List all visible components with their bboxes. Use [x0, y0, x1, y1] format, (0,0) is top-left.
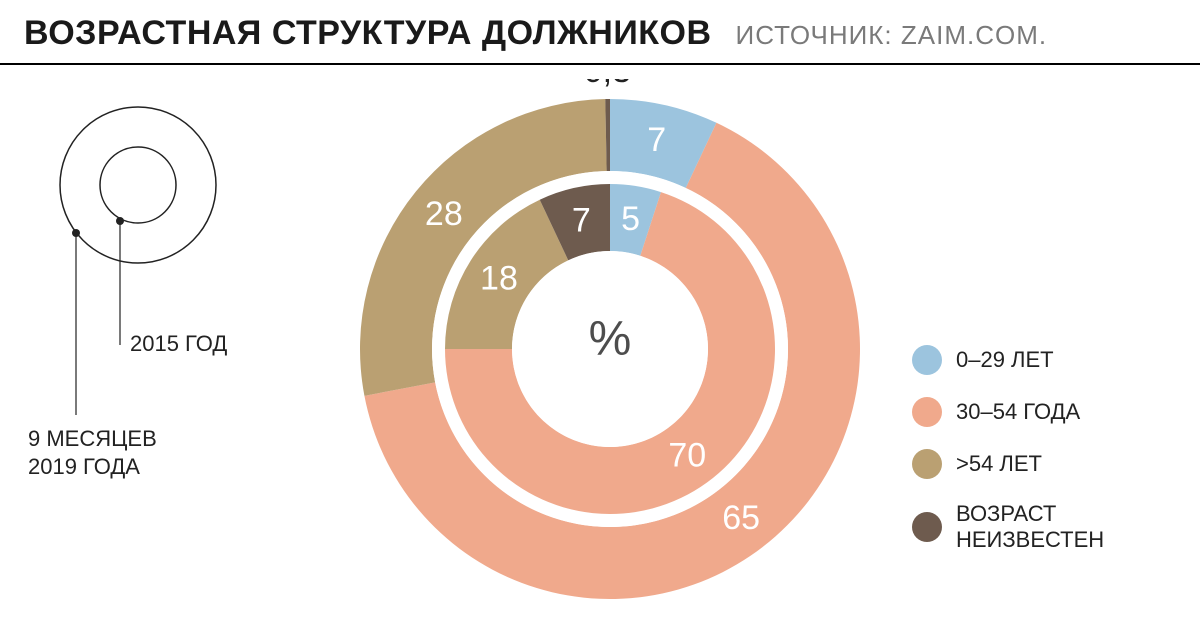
segment-value-label: 18	[480, 260, 518, 298]
legend-swatch	[912, 449, 942, 479]
legend-swatch	[912, 345, 942, 375]
legend-label: >54 ЛЕТ	[956, 451, 1042, 477]
legend-label: 0–29 ЛЕТ	[956, 347, 1054, 373]
legend-item: >54 ЛЕТ	[912, 449, 1172, 479]
ring-legend-svg	[28, 85, 278, 445]
ring-legend-inner-label: 2015 ГОД	[130, 330, 227, 358]
segment-value-label: 28	[425, 195, 463, 233]
segment-value-label: 70	[668, 436, 706, 474]
legend-swatch	[912, 512, 942, 542]
segment-value-label: 0,3	[584, 79, 631, 90]
ring-legend-diagram: 2015 ГОД 9 МЕСЯЦЕВ 2019 ГОДА	[28, 85, 278, 445]
legend-label: ВОЗРАСТ НЕИЗВЕСТЕН	[956, 501, 1104, 553]
segment-value-label: 7	[647, 121, 666, 159]
legend-item: 0–29 ЛЕТ	[912, 345, 1172, 375]
legend-swatch	[912, 397, 942, 427]
center-percent-symbol: %	[589, 312, 632, 367]
ring-legend-outer-label: 9 МЕСЯЦЕВ 2019 ГОДА	[28, 425, 157, 481]
segment-value-label: 65	[722, 499, 760, 537]
segment-value-label: 5	[621, 200, 640, 238]
header: ВОЗРАСТНАЯ СТРУКТУРА ДОЛЖНИКОВ ИСТОЧНИК:…	[0, 0, 1200, 65]
segment-value-label: 7	[572, 202, 591, 240]
legend-label: 30–54 ГОДА	[956, 399, 1080, 425]
source-label: ИСТОЧНИК: ZAIM.COM.	[736, 20, 1048, 51]
color-legend: 0–29 ЛЕТ 30–54 ГОДА >54 ЛЕТ ВОЗРАСТ НЕИЗВЕС…	[912, 345, 1172, 575]
chart-body: 2015 ГОД 9 МЕСЯЦЕВ 2019 ГОДА 765280,3570…	[0, 65, 1200, 605]
nested-donut-chart: 7 65 28 0,3 5 70 18 7 %	[330, 79, 890, 599]
legend-item: ВОЗРАСТ НЕИЗВЕСТЕН	[912, 501, 1172, 553]
legend-item: 30–54 ГОДА	[912, 397, 1172, 427]
page-title: ВОЗРАСТНАЯ СТРУКТУРА ДОЛЖНИКОВ	[24, 14, 712, 53]
